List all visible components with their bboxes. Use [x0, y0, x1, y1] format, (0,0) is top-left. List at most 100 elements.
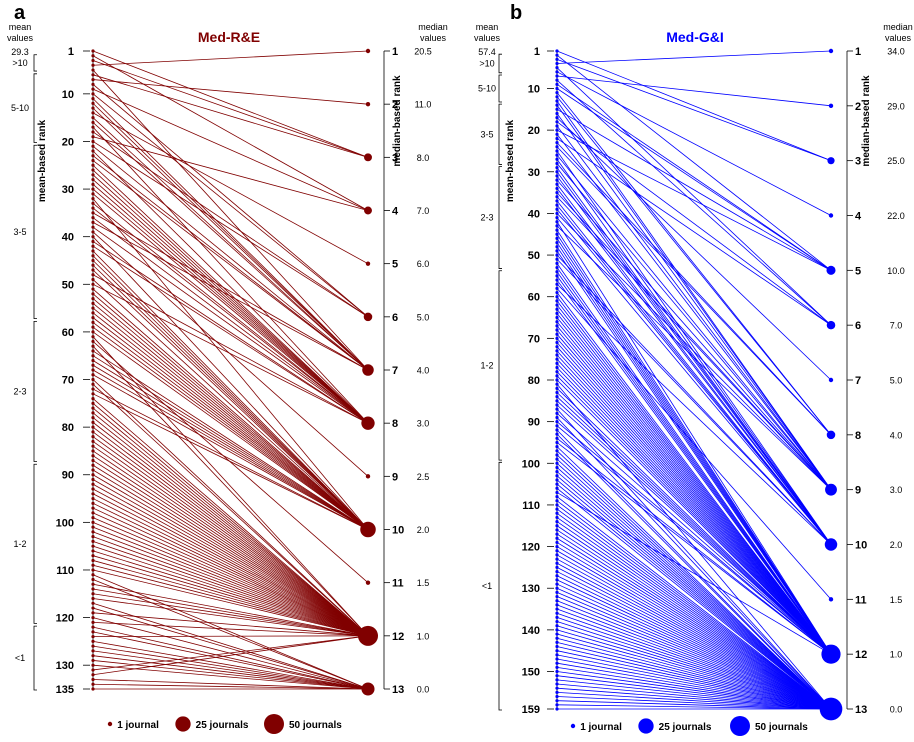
left-rank-dot — [91, 225, 95, 229]
rank-line — [92, 626, 369, 690]
left-rank-dot — [91, 125, 95, 129]
right-rank-node — [826, 265, 836, 275]
left-rank-dot — [91, 658, 95, 663]
right-rank-label: 11 — [855, 594, 867, 606]
rank-line — [556, 100, 832, 490]
left-rank-dot — [91, 382, 95, 386]
rank-line — [556, 333, 832, 655]
left-rank-dot — [91, 120, 95, 125]
rank-line — [556, 504, 832, 710]
left-rank-dot — [555, 699, 559, 703]
left-rank-dot — [555, 619, 559, 624]
left-rank-dot — [555, 594, 559, 599]
left-rank-dot — [555, 582, 559, 586]
left-rank-dot — [91, 430, 95, 434]
rank-line — [556, 458, 832, 710]
left-rank-dot — [555, 199, 559, 203]
mean-range-label: 2-3 — [13, 386, 26, 396]
left-rank-dot — [91, 201, 95, 205]
right-rank-label: 13 — [392, 684, 404, 696]
rank-line — [92, 531, 369, 637]
left-rank-dot — [555, 278, 559, 282]
rank-line — [92, 683, 369, 690]
rank-line — [92, 441, 369, 637]
mean-range-bracket — [33, 54, 37, 72]
left-rank-dot — [91, 144, 95, 148]
rank-line — [92, 160, 369, 371]
rank-line — [92, 455, 369, 637]
rank-line — [556, 496, 832, 710]
left-rank-dot — [555, 166, 559, 170]
left-rank-dot — [555, 657, 559, 661]
left-rank-dot — [555, 420, 559, 424]
rank-line — [92, 621, 369, 637]
rank-line — [92, 555, 369, 637]
left-rank-dot — [91, 668, 95, 672]
rank-line — [556, 587, 832, 710]
mean-values-header-1: mean — [9, 22, 32, 32]
left-rank-dot — [555, 411, 559, 415]
rank-line — [556, 271, 832, 655]
panel-label: a — [14, 2, 26, 24]
left-rank-dot — [555, 382, 559, 386]
left-tick-label: 120 — [56, 613, 74, 625]
left-rank-dot — [91, 630, 95, 634]
rank-line — [92, 188, 369, 424]
rank-line — [556, 396, 832, 655]
left-tick-label: 90 — [62, 470, 74, 482]
left-rank-dot — [555, 465, 559, 470]
rank-line — [556, 608, 832, 710]
left-rank-dot — [555, 365, 559, 370]
rank-line — [92, 336, 369, 637]
left-rank-dot — [555, 603, 559, 607]
rank-line — [92, 483, 369, 637]
left-tick-label: 159 — [522, 704, 540, 716]
left-tick-label: 40 — [62, 232, 74, 244]
left-rank-dot — [91, 325, 95, 329]
rank-line — [92, 88, 369, 211]
left-rank-dot — [91, 454, 95, 458]
rank-line — [92, 664, 369, 690]
left-rank-dot — [555, 257, 559, 261]
left-tick-label: 70 — [62, 375, 74, 387]
left-rank-dot — [555, 390, 559, 395]
median-value-label: 2.0 — [890, 540, 903, 550]
rank-line — [556, 75, 832, 107]
rank-line — [556, 662, 832, 710]
left-rank-dot — [91, 477, 95, 482]
left-tick-label: 20 — [62, 136, 74, 148]
left-rank-dot — [555, 524, 559, 528]
left-rank-dot — [555, 470, 559, 474]
rank-line — [556, 696, 832, 710]
rank-line — [556, 204, 832, 545]
legend-label: 50 journals — [289, 720, 342, 731]
rank-line — [556, 425, 832, 655]
right-rank-label: 8 — [855, 430, 861, 442]
left-rank-dot — [555, 190, 559, 195]
rank-line — [92, 422, 369, 637]
left-rank-dot — [555, 432, 559, 436]
right-rank-label: 5 — [392, 259, 398, 271]
left-rank-dot — [555, 228, 559, 232]
rank-line — [92, 564, 369, 637]
rank-line — [556, 554, 832, 710]
rank-line — [92, 660, 369, 690]
left-rank-dot — [555, 415, 559, 420]
right-rank-label: 8 — [392, 418, 398, 430]
rank-line — [556, 654, 832, 710]
left-rank-dot — [555, 145, 559, 149]
left-rank-dot — [91, 416, 95, 420]
left-rank-dot — [91, 230, 95, 234]
left-rank-dot — [91, 639, 95, 643]
rank-line — [556, 646, 832, 710]
right-rank-node — [365, 48, 371, 54]
left-rank-dot — [555, 336, 559, 340]
left-rank-dot — [91, 506, 95, 510]
rank-line — [92, 474, 369, 637]
left-tick-label: 110 — [522, 500, 540, 512]
rank-line — [92, 464, 369, 637]
right-rank-node — [361, 682, 375, 696]
rank-line — [92, 498, 369, 637]
rank-line — [556, 71, 832, 216]
median-values-header-1: median — [418, 22, 448, 32]
